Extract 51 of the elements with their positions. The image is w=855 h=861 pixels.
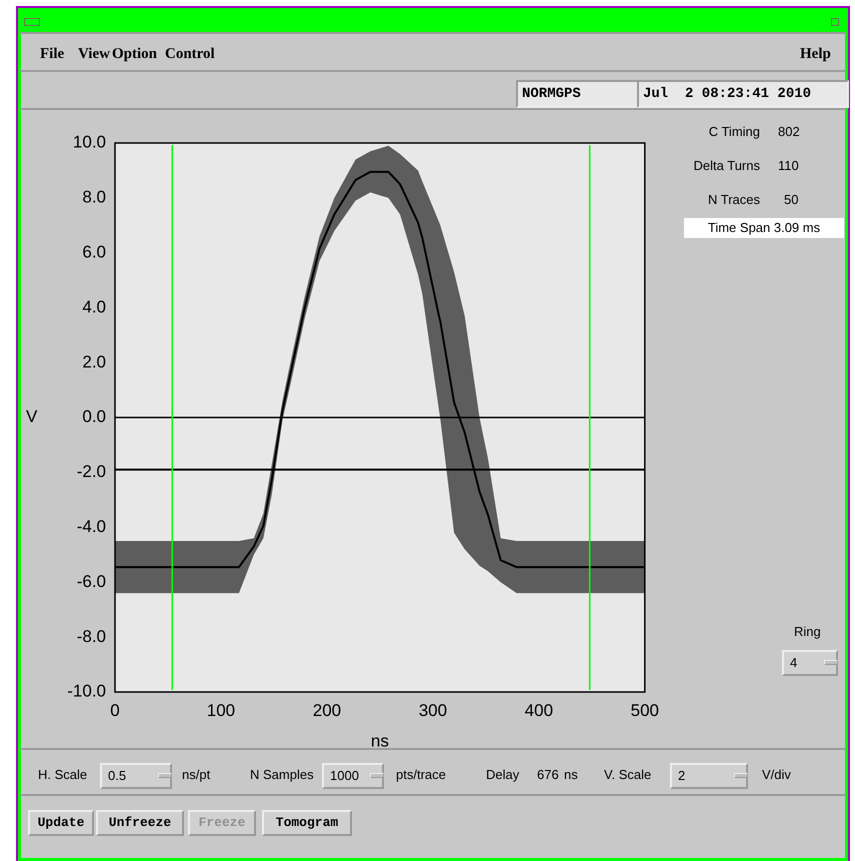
x-tick-label: 400	[524, 700, 554, 720]
y-tick-label: -4.0	[76, 516, 106, 536]
text: Update	[28, 810, 94, 836]
y-tick-label: -6.0	[76, 572, 106, 591]
text: Control	[165, 45, 215, 64]
text: Option	[112, 45, 158, 64]
y-tick-label: 10.0	[72, 132, 106, 152]
x-tick-label: 200	[312, 700, 342, 720]
text: Delta Turns	[692, 157, 760, 175]
text: N Samples	[250, 766, 314, 784]
y-tick-label: -8.0	[76, 626, 106, 646]
y-tick-label: 0.0	[82, 407, 106, 426]
y-tick-label: 6.0	[82, 242, 106, 262]
text: 110	[778, 157, 799, 175]
text: Help	[800, 45, 831, 64]
x-axis-title: ns	[370, 731, 389, 750]
text: N Traces	[706, 191, 760, 209]
text: 0.5	[100, 763, 172, 789]
text: 2	[670, 763, 748, 789]
x-tick-label: 100	[206, 700, 236, 720]
y-tick-label: 8.0	[82, 188, 106, 207]
text: View	[78, 45, 110, 64]
text: ns	[564, 766, 578, 784]
text: 1000	[322, 763, 384, 789]
text: 4	[782, 650, 838, 676]
text: Delay	[486, 766, 520, 784]
text: pts/trace	[396, 766, 446, 784]
text: 802	[778, 123, 800, 141]
text: Tomogram	[262, 810, 352, 836]
text: ns/pt	[182, 766, 210, 784]
y-tick-label: -10.0	[67, 682, 106, 701]
text: H. Scale	[38, 766, 88, 784]
text: Unfreeze	[96, 810, 184, 836]
y-axis-title: V	[26, 407, 38, 426]
text: Ring	[794, 623, 821, 641]
text: Freeze	[188, 810, 256, 836]
x-tick-label: 500	[630, 700, 660, 720]
y-tick-label: 4.0	[82, 297, 106, 316]
y-tick-label: -2.0	[76, 462, 106, 482]
text: V. Scale	[604, 766, 652, 784]
x-tick-label: 0	[110, 700, 120, 720]
y-tick-label: 2.0	[82, 352, 106, 372]
text: V/div	[762, 766, 791, 784]
text: C Timing	[708, 123, 760, 141]
text: 676	[537, 766, 559, 784]
text: NORMGPS	[516, 80, 640, 108]
text: File	[40, 45, 64, 64]
text: Time Span 3.09 ms	[684, 218, 844, 238]
x-tick-label: 300	[418, 700, 448, 720]
text: 50	[784, 191, 798, 209]
text: Jul 2 08:23:41 2010	[637, 80, 849, 108]
